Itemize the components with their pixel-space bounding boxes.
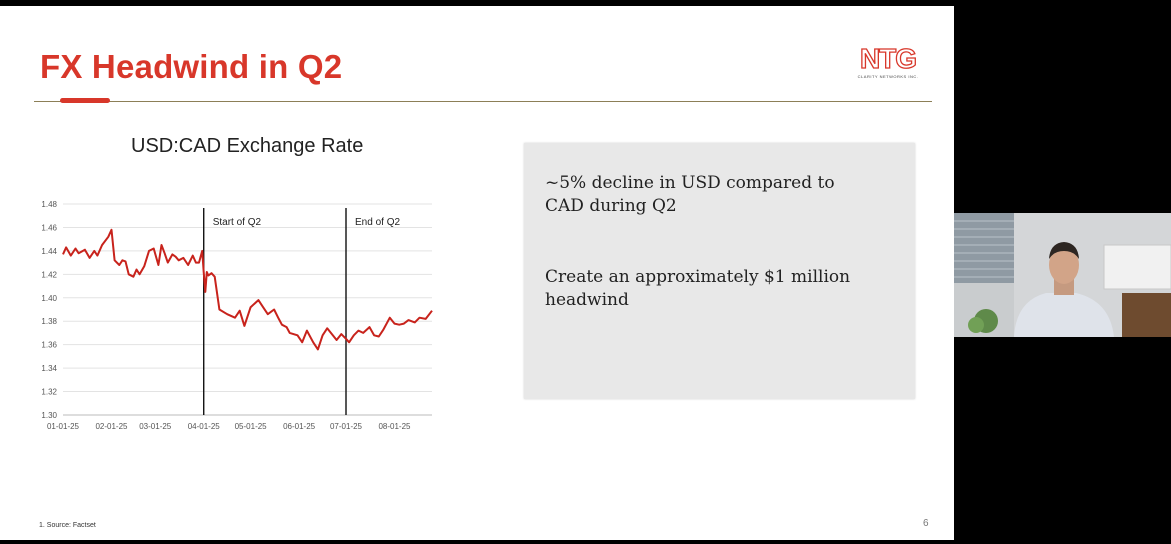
presenter-webcam-video[interactable] bbox=[954, 213, 1171, 337]
y-tick-label: 1.46 bbox=[41, 223, 57, 232]
presenter-face bbox=[1049, 246, 1079, 284]
presenter-shirt bbox=[1014, 293, 1114, 337]
callout-point-decline: ~5% decline in USD compared to CAD durin… bbox=[545, 173, 835, 216]
quarter-marker-label: Start of Q2 bbox=[213, 217, 262, 228]
x-tick-label: 02-01-25 bbox=[95, 422, 128, 431]
y-tick-label: 1.42 bbox=[41, 270, 57, 279]
x-tick-label: 05-01-25 bbox=[235, 422, 268, 431]
x-tick-label: 06-01-25 bbox=[283, 422, 316, 431]
usd-cad-rate-line bbox=[62, 228, 433, 351]
callout-point-headwind: Create an approximately $1 million headw… bbox=[545, 267, 851, 310]
y-tick-label: 1.38 bbox=[41, 317, 57, 326]
bookshelf bbox=[1122, 293, 1171, 337]
webcam-scene bbox=[954, 213, 1171, 337]
presentation-slide: FX Headwind in Q2 NTG CLARITY NETWORKS I… bbox=[0, 6, 954, 540]
quarter-marker-label: End of Q2 bbox=[355, 217, 400, 228]
x-tick-label: 04-01-25 bbox=[188, 422, 221, 431]
slide-title: FX Headwind in Q2 bbox=[40, 48, 343, 85]
x-tick-label: 01-01-25 bbox=[47, 422, 80, 431]
company-logo: NTG CLARITY NETWORKS INC. bbox=[846, 43, 930, 84]
page-number: 6 bbox=[923, 518, 929, 529]
y-tick-label: 1.32 bbox=[41, 388, 57, 397]
title-accent-bar bbox=[60, 98, 110, 103]
y-tick-label: 1.34 bbox=[41, 364, 57, 373]
exchange-rate-chart: 1.48 1.46 1.44 1.42 1.40 1.38 1.36 1.34 1.32 1.30… bbox=[41, 200, 433, 431]
x-tick-label: 08-01-25 bbox=[378, 422, 411, 431]
y-tick-label: 1.44 bbox=[41, 247, 57, 256]
x-tick-label: 07-01-25 bbox=[330, 422, 363, 431]
source-footnote: 1. Source: Factset bbox=[39, 522, 96, 529]
logo-tagline: CLARITY NETWORKS INC. bbox=[857, 74, 919, 79]
y-tick-label: 1.40 bbox=[41, 294, 57, 303]
x-tick-label: 03-01-25 bbox=[139, 422, 172, 431]
logo-mark: NTG bbox=[859, 43, 917, 74]
y-tick-label: 1.30 bbox=[41, 411, 57, 420]
y-tick-label: 1.48 bbox=[41, 200, 57, 209]
title-divider bbox=[34, 101, 932, 102]
y-tick-label: 1.36 bbox=[41, 341, 57, 350]
presenter-hair bbox=[1049, 242, 1079, 259]
callout-box: ~5% decline in USD compared to CAD durin… bbox=[524, 143, 915, 399]
whiteboard bbox=[1103, 244, 1171, 290]
chart-title: USD:CAD Exchange Rate bbox=[131, 135, 364, 157]
